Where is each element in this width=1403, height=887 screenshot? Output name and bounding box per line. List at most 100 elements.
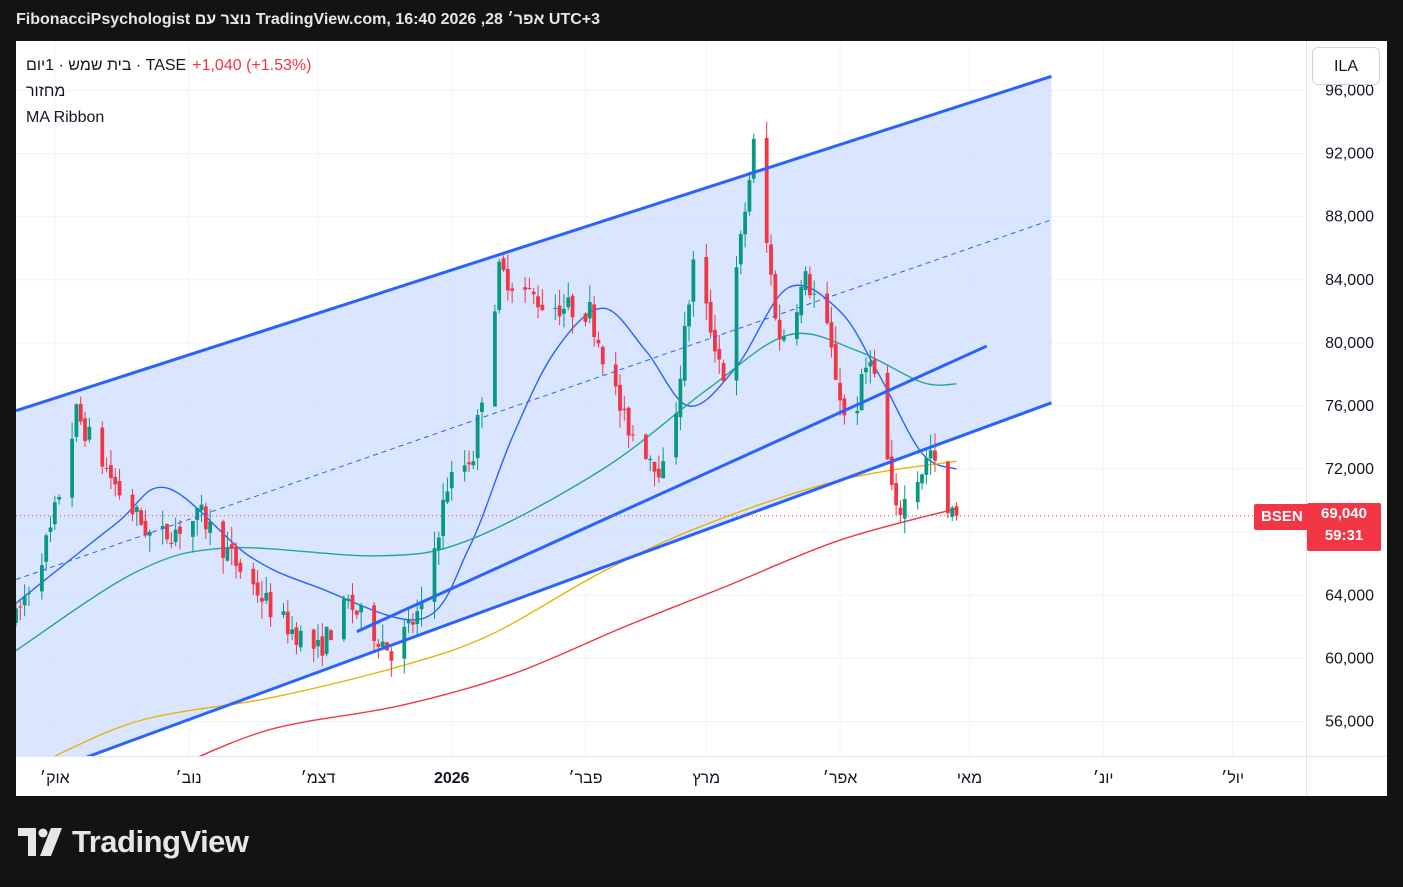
price-tick-label: 96,000 (1325, 83, 1374, 100)
candles (16, 121, 959, 677)
candle (505, 254, 510, 301)
candle (708, 289, 713, 339)
candle-body (380, 641, 385, 647)
plot-area (16, 74, 1306, 756)
legend-volume-indicator[interactable]: מחזור (26, 83, 66, 100)
candle (553, 294, 558, 320)
candle-body (626, 407, 631, 436)
candle (492, 304, 497, 407)
price-tick-label: 88,000 (1325, 209, 1374, 226)
candle-body (225, 547, 230, 561)
candle-body (885, 372, 890, 460)
chart-panel[interactable]: 56,00060,00064,00068,00072,00076,00080,0… (16, 41, 1387, 796)
candle (203, 502, 208, 540)
candle (70, 422, 74, 508)
candle-body (505, 269, 510, 291)
candle (221, 519, 225, 574)
candle-body (501, 258, 506, 271)
candle (782, 329, 786, 343)
candle (471, 450, 476, 470)
candle-body (117, 480, 122, 496)
time-scale-border (16, 756, 1387, 757)
candle-body (173, 529, 178, 543)
legend-ma-ribbon-indicator[interactable]: MA Ribbon (26, 109, 105, 126)
candle (898, 499, 903, 523)
bar-countdown: 59:31 (1324, 527, 1364, 544)
candle-body (74, 404, 79, 437)
price-tick-label: 60,000 (1325, 650, 1374, 667)
candle (812, 280, 817, 308)
candle (643, 433, 648, 461)
candle-body (833, 343, 838, 380)
candle-body (480, 402, 484, 412)
candle-body (449, 472, 454, 489)
candle (467, 450, 471, 472)
candle-body (57, 496, 62, 500)
candle (39, 553, 44, 600)
ma-ribbon (16, 284, 957, 756)
candle-body (920, 474, 924, 484)
candle (298, 625, 303, 652)
candle-body (691, 259, 696, 302)
candle-body (682, 325, 687, 381)
candle-body (419, 601, 424, 610)
candle-body (704, 257, 709, 304)
price-axis: 56,00060,00064,00068,00072,00076,00080,0… (1325, 83, 1374, 731)
price-tick-label: 80,000 (1325, 335, 1374, 352)
candle (954, 502, 959, 521)
candle-body (708, 301, 713, 333)
time-tick-label: פבר׳ (568, 770, 602, 787)
chart-title: FibonacciPsychologist נוצר עם TradingVie… (16, 11, 601, 28)
candle (889, 439, 894, 491)
candle (691, 250, 696, 317)
candle-body (436, 537, 441, 550)
candle-body (902, 498, 907, 519)
time-tick-label: יונ׳ (1093, 770, 1114, 787)
candle-body (48, 527, 53, 532)
candle-body (178, 526, 182, 534)
candle (855, 396, 860, 426)
candle (225, 531, 230, 562)
candle (717, 335, 722, 374)
candle-body (432, 548, 437, 602)
candle-body (39, 565, 44, 592)
candle (329, 628, 333, 641)
candle-body (341, 598, 346, 640)
candle (260, 580, 264, 619)
candle-body (83, 418, 87, 441)
candle-body (346, 598, 351, 602)
candle-body (769, 244, 773, 275)
candle (78, 396, 83, 425)
legend-symbol-row[interactable]: בית שמש · 1יום · TASE +1,040 (+1.53%) (26, 53, 311, 79)
candle (44, 533, 49, 571)
ma-line-ma-50 (16, 332, 957, 652)
price-chart[interactable]: 56,00060,00064,00068,00072,00076,00080,0… (16, 41, 1387, 796)
candle (406, 608, 411, 634)
candle (501, 255, 506, 273)
candle-body (592, 304, 597, 338)
candle-body (290, 629, 295, 634)
candle-body (52, 502, 57, 525)
candle (933, 433, 937, 472)
candle-body (169, 542, 174, 545)
candle-body (78, 403, 83, 422)
price-tick-label: 56,000 (1325, 714, 1374, 731)
candle (264, 577, 269, 605)
candle (165, 523, 169, 544)
candle-body (27, 592, 31, 594)
candle (294, 622, 299, 655)
time-tick-label: 2026 (434, 770, 470, 787)
price-tick-label: 92,000 (1325, 146, 1374, 163)
price-scale-border (1306, 41, 1307, 796)
candle (320, 623, 325, 667)
candle (436, 531, 441, 565)
candle (22, 584, 27, 617)
candle-body (475, 414, 480, 459)
candle-body (523, 287, 527, 290)
candle (195, 507, 200, 536)
candle (713, 315, 717, 363)
candle-body (648, 458, 653, 461)
candle-body (570, 295, 575, 318)
currency-button[interactable]: ILA (1312, 47, 1380, 85)
candle-body (359, 605, 364, 613)
